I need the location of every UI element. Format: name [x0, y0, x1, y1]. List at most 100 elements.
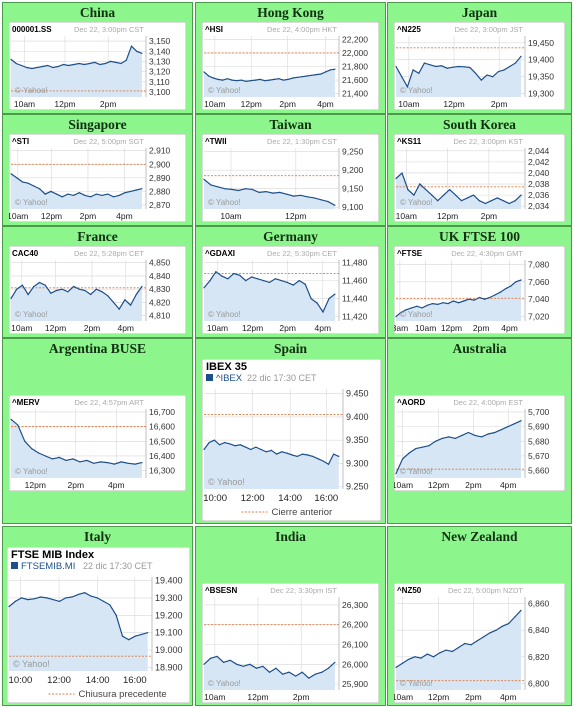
series-area	[11, 46, 142, 97]
data-point	[203, 663, 205, 665]
data-point	[508, 202, 510, 205]
data-point	[487, 433, 489, 435]
data-point	[112, 301, 115, 303]
ticker-label: ^NZ50	[397, 586, 422, 595]
data-point	[120, 62, 122, 65]
data-point	[425, 189, 427, 191]
y-tick-label: 26,100	[342, 639, 368, 649]
data-point	[21, 181, 23, 183]
y-tick-label: 11,480	[342, 258, 368, 268]
data-point	[446, 67, 448, 69]
data-point	[125, 59, 127, 62]
x-tick-label: 2pm	[293, 692, 310, 702]
data-point	[476, 640, 478, 642]
data-point	[296, 76, 299, 78]
chart-panel: ^KS11 Dec 22, 3:00pm KST2,0442,0422,0402,…	[394, 134, 565, 222]
data-point	[209, 280, 211, 282]
y-tick-label: 2,870	[149, 200, 171, 210]
data-point	[415, 448, 417, 450]
data-point	[421, 307, 423, 309]
data-point	[402, 458, 404, 460]
data-point	[33, 598, 35, 600]
y-tick-label: 6,820	[528, 652, 550, 662]
data-point	[468, 298, 470, 300]
data-point	[101, 194, 103, 196]
data-point	[280, 280, 282, 282]
timestamp-label: Dec 22, 1:30pm CST	[267, 137, 337, 146]
y-tick-label: 7,020	[528, 312, 550, 322]
data-point	[308, 677, 310, 679]
data-point	[495, 629, 497, 631]
data-point	[449, 189, 451, 191]
data-point	[259, 78, 261, 80]
data-point	[212, 77, 214, 79]
yahoo-watermark: © Yahoo!	[400, 467, 433, 476]
x-tick-label: 12pm	[443, 99, 464, 109]
data-point	[448, 436, 450, 438]
y-tick-label: 16,300	[149, 466, 175, 476]
data-point	[473, 299, 475, 301]
data-point	[292, 77, 294, 79]
data-point	[99, 63, 101, 66]
x-tick-label: 12pm	[247, 692, 268, 702]
data-point	[414, 656, 416, 658]
y-tick-label: 5,660	[528, 466, 550, 476]
data-point	[213, 439, 215, 441]
series-area	[396, 420, 522, 478]
data-point	[301, 671, 303, 673]
data-point	[497, 71, 499, 73]
chart-cell-singapore: Singapore ^STI Dec 22, 5:00pm SGT 2,910 2,90…	[2, 114, 193, 226]
data-point	[313, 197, 315, 199]
y-tick-label: 19.000	[155, 645, 183, 655]
data-point	[501, 625, 503, 627]
yahoo-watermark: © Yahoo!	[208, 310, 241, 319]
data-point	[239, 444, 241, 446]
chart-panel: ^NZ50 Dec 22, 5:00pm NZDT 6,860 6,840 6,820 6…	[394, 583, 565, 703]
series-line	[10, 45, 143, 70]
data-point	[209, 657, 212, 659]
data-point	[439, 652, 441, 654]
x-tick-label: 14:00	[86, 675, 110, 686]
chart-cell-spain: Spain IBEX 35 ^IBEX 22 dic 17:30 CET 9.450 9.…	[195, 338, 386, 524]
data-point	[296, 455, 298, 457]
x-tick-label: 4pm	[317, 99, 334, 109]
data-point	[236, 80, 238, 82]
data-point	[239, 274, 241, 276]
chart-cell-china: China 000001.SS Dec 22, 3:00pm CST 3,150 3,1…	[2, 2, 193, 114]
series-area	[204, 179, 335, 209]
y-tick-label: 3,150	[149, 36, 171, 46]
y-tick-label: 19,450	[528, 38, 554, 48]
data-point	[304, 283, 306, 285]
data-point	[254, 79, 256, 81]
data-point	[140, 633, 142, 635]
data-point	[219, 444, 221, 446]
data-point	[426, 304, 428, 306]
data-point	[58, 600, 61, 602]
data-point	[489, 296, 491, 299]
data-point	[84, 592, 86, 594]
data-point	[322, 311, 324, 313]
y-tick-label: 2,900	[149, 159, 171, 169]
data-point	[134, 635, 136, 637]
data-point	[328, 298, 330, 300]
data-point	[461, 434, 463, 436]
y-tick-label: 3,120	[149, 67, 171, 77]
chart-panel: ^BSESN Dec 22, 3:30pm IST 26,300 26,200 26,1…	[202, 583, 379, 703]
region-title: South Korea	[443, 117, 516, 132]
data-point	[260, 448, 262, 451]
data-point	[458, 65, 460, 68]
chart-panel: 000001.SS Dec 22, 3:00pm CST3,1503,1403,1…	[9, 22, 186, 110]
data-point	[130, 45, 133, 47]
x-tick-label: 2pm	[84, 323, 101, 333]
yahoo-watermark: © Yahoo!	[13, 659, 50, 669]
data-point	[395, 177, 397, 180]
data-point	[236, 663, 238, 665]
data-point	[217, 186, 219, 188]
timestamp-label: 22 dic 17:30 CET	[247, 373, 317, 383]
data-point	[250, 80, 252, 82]
data-point	[288, 671, 290, 673]
y-tick-label: 21,600	[342, 75, 368, 85]
chart-panel: ^AORD Dec 22, 4:00pm EST 5,700 5,690 5,680 5,…	[394, 395, 565, 491]
data-point	[282, 673, 284, 675]
x-tick-label: 2pm	[279, 323, 296, 333]
